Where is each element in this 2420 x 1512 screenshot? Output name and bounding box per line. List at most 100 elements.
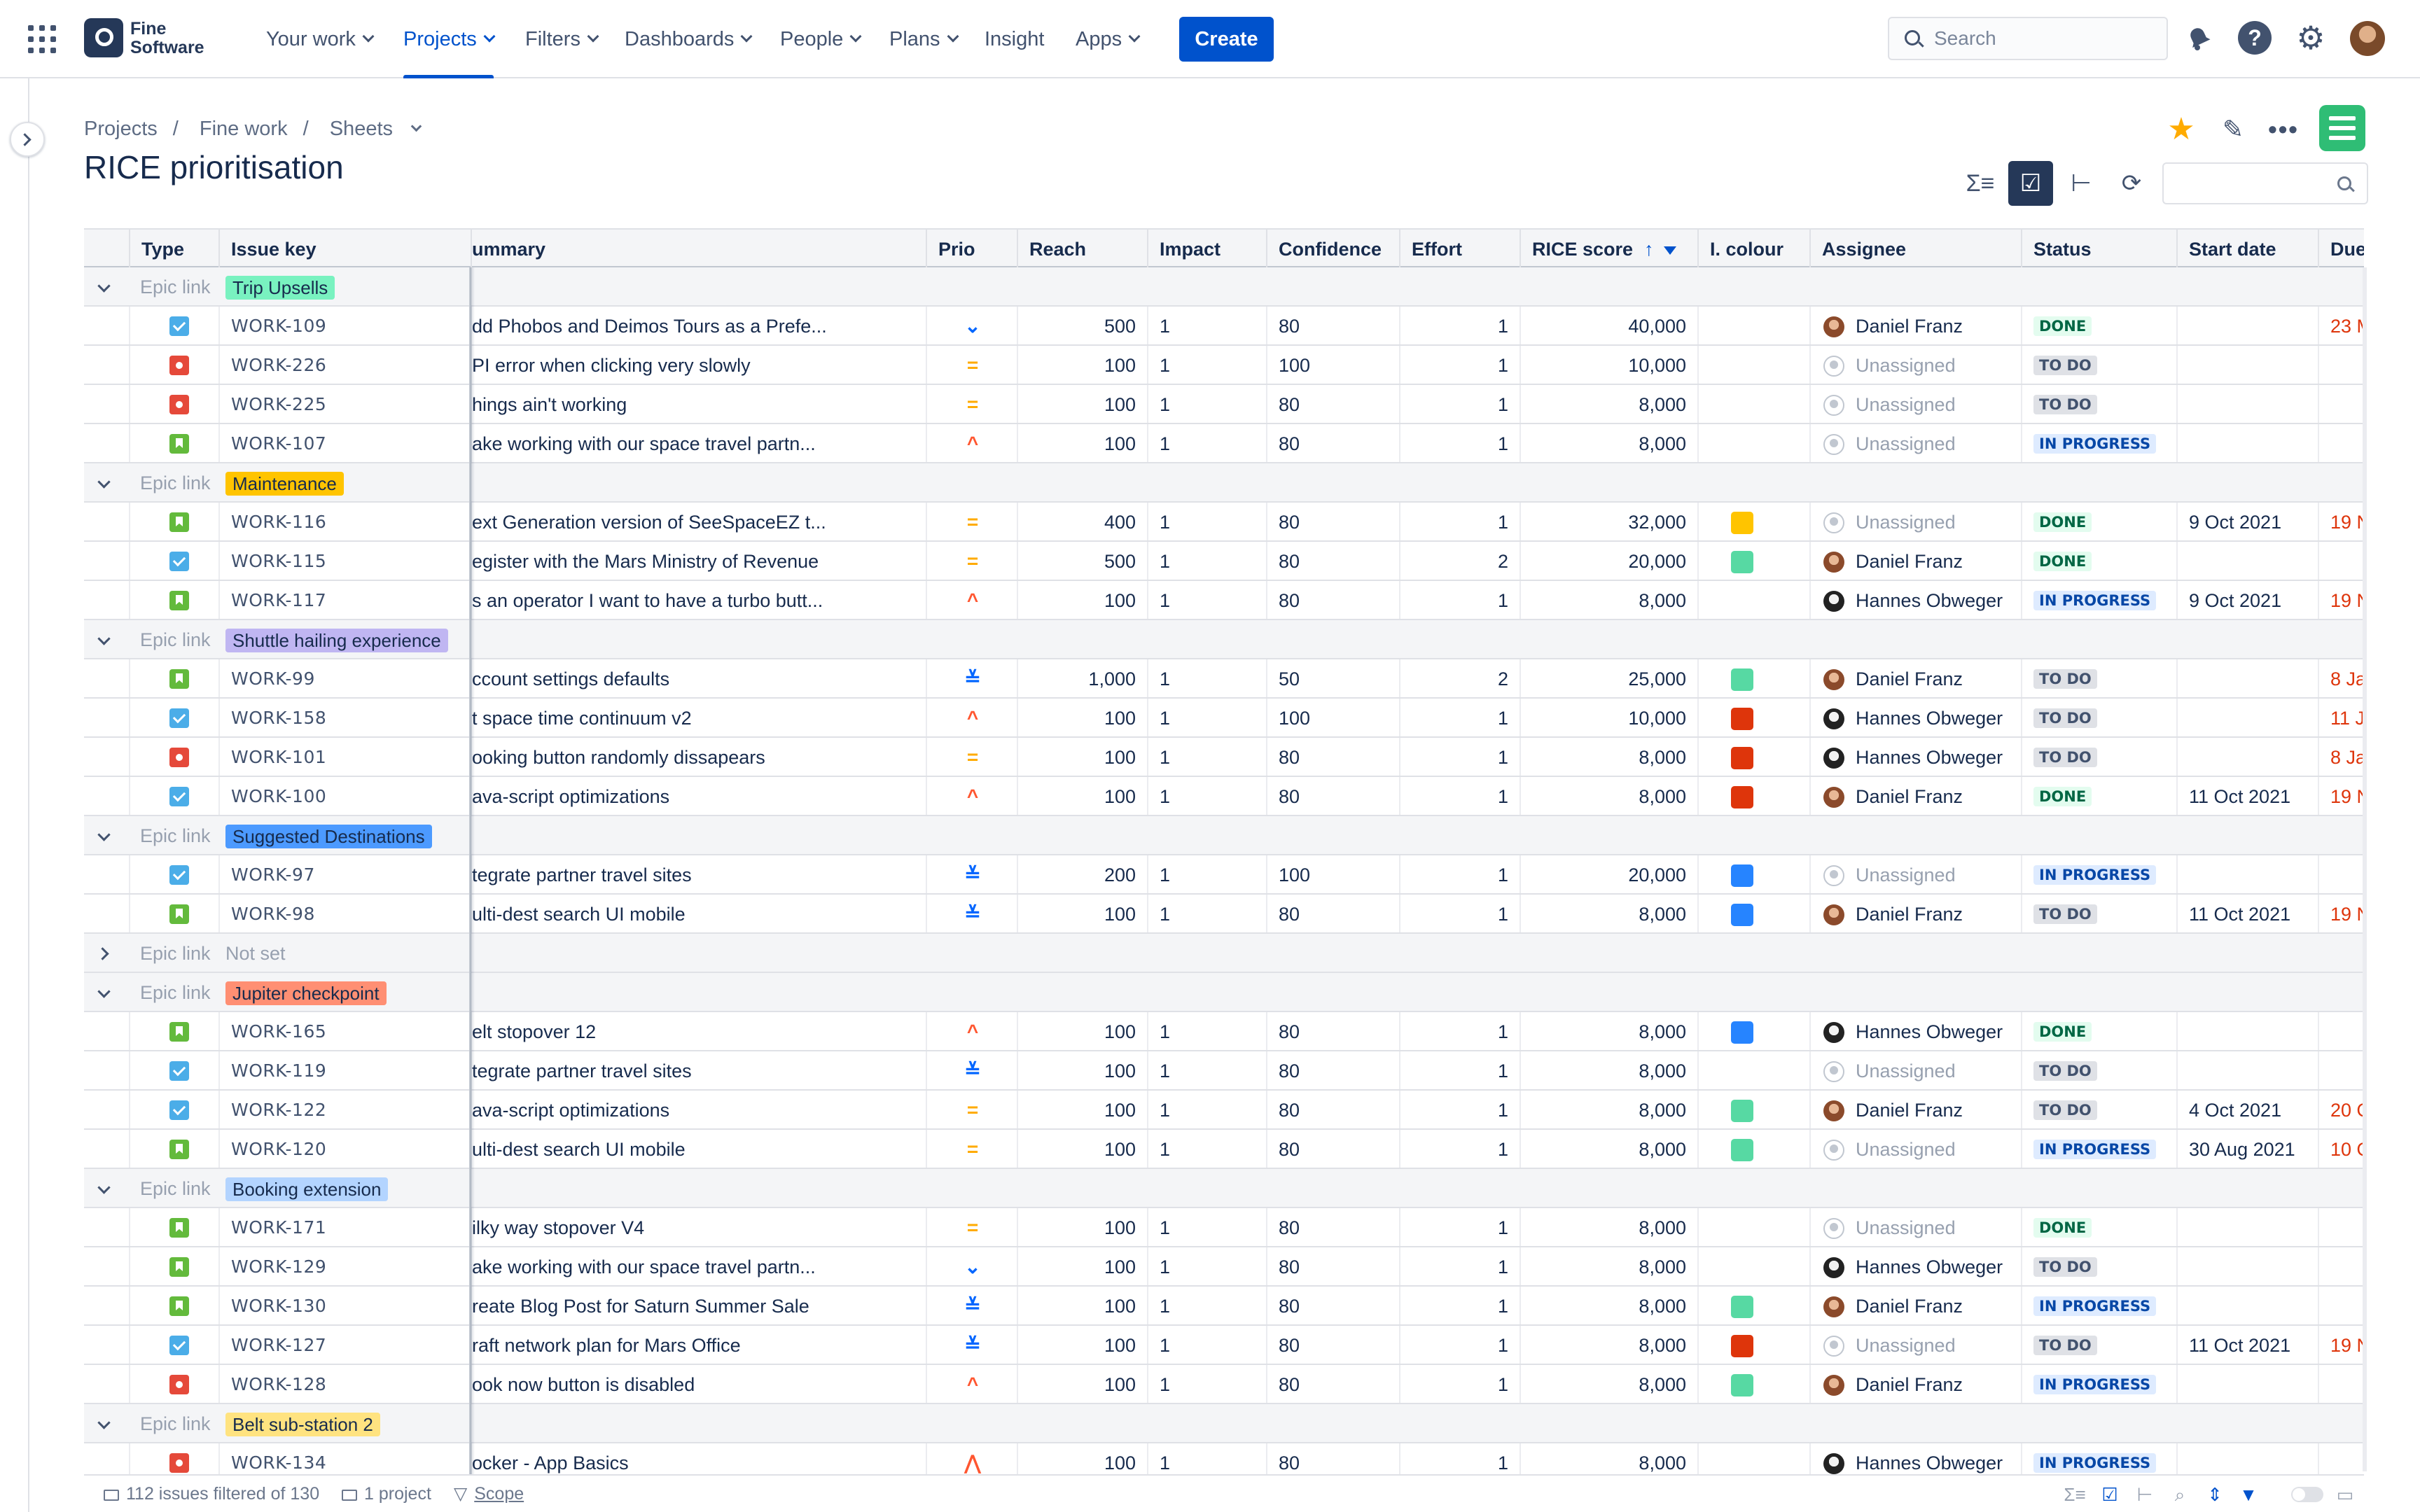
due-date-cell[interactable]: [2318, 1051, 2364, 1089]
table-row[interactable]: WORK-119 tegrate partner travel sites ≚ 100…: [84, 1051, 2364, 1091]
issue-colour-cell[interactable]: [1697, 1287, 1809, 1324]
column-header-status[interactable]: Status: [2021, 230, 2176, 267]
chevron-down-icon[interactable]: [97, 828, 111, 841]
start-date-cell[interactable]: [2176, 346, 2318, 384]
issue-key-link[interactable]: WORK-109: [218, 307, 471, 344]
sheets-app-icon[interactable]: [2319, 105, 2365, 151]
priority-cell[interactable]: =: [926, 1208, 1017, 1246]
create-button[interactable]: Create: [1179, 17, 1274, 62]
status-badge[interactable]: DONE: [2033, 1022, 2092, 1042]
summary-cell[interactable]: ocker - App Basics: [471, 1443, 926, 1474]
status-cell[interactable]: TO DO: [2021, 1091, 2176, 1128]
chevron-down-icon[interactable]: [97, 1181, 111, 1194]
grid-search-input[interactable]: [2162, 162, 2368, 204]
chevron-down-icon[interactable]: [97, 279, 111, 293]
reach-cell[interactable]: 100: [1017, 1326, 1147, 1364]
impact-cell[interactable]: 1: [1147, 1443, 1266, 1474]
effort-cell[interactable]: 1: [1399, 855, 1520, 893]
epic-group-row[interactable]: Epic link Not set: [84, 934, 2364, 973]
summary-cell[interactable]: ext Generation version of SeeSpaceEZ t..…: [471, 503, 926, 540]
issue-colour-cell[interactable]: [1697, 1247, 1809, 1285]
confidence-cell[interactable]: 80: [1266, 1365, 1399, 1403]
summary-cell[interactable]: hings ain't working: [471, 385, 926, 423]
start-date-cell[interactable]: [2176, 699, 2318, 736]
issue-key-link[interactable]: WORK-97: [218, 855, 471, 893]
confidence-cell[interactable]: 80: [1266, 1012, 1399, 1050]
impact-cell[interactable]: 1: [1147, 1365, 1266, 1403]
issue-colour-cell[interactable]: [1697, 855, 1809, 893]
reach-cell[interactable]: 100: [1017, 738, 1147, 776]
confidence-cell[interactable]: 80: [1266, 1287, 1399, 1324]
priority-cell[interactable]: ^: [926, 1012, 1017, 1050]
reach-cell[interactable]: 100: [1017, 424, 1147, 462]
epic-lozenge[interactable]: Suggested Destinations: [225, 825, 432, 848]
settings-gear-icon[interactable]: ⚙: [2296, 20, 2325, 56]
epic-group-row[interactable]: Epic link Suggested Destinations: [84, 816, 2364, 855]
due-date-cell[interactable]: 10 Oct 2021: [2318, 1130, 2364, 1168]
search-input[interactable]: Search: [1888, 17, 2168, 60]
epic-lozenge[interactable]: Trip Upsells: [225, 276, 335, 300]
assignee-cell[interactable]: Hannes Obweger: [1809, 699, 2021, 736]
chevron-down-icon[interactable]: [97, 985, 111, 998]
effort-cell[interactable]: 1: [1399, 503, 1520, 540]
vertical-scrollbar[interactable]: [2363, 267, 2367, 1471]
summary-cell[interactable]: t space time continuum v2: [471, 699, 926, 736]
priority-cell[interactable]: =: [926, 1130, 1017, 1168]
due-date-cell[interactable]: [2318, 542, 2364, 580]
status-cell[interactable]: DONE: [2021, 542, 2176, 580]
due-date-cell[interactable]: [2318, 346, 2364, 384]
due-date-cell[interactable]: 19 Nov 2021: [2318, 895, 2364, 932]
epic-lozenge[interactable]: Jupiter checkpoint: [225, 981, 387, 1005]
table-row[interactable]: WORK-134 ocker - App Basics ⋀ 100 1 80 1 8,000 H…: [84, 1443, 2364, 1474]
issue-key-link[interactable]: WORK-130: [218, 1287, 471, 1324]
summary-cell[interactable]: ulti-dest search UI mobile: [471, 1130, 926, 1168]
issue-key-link[interactable]: WORK-119: [218, 1051, 471, 1089]
scope-link[interactable]: ▽ Scope: [454, 1484, 524, 1504]
priority-cell[interactable]: =: [926, 346, 1017, 384]
issue-key-link[interactable]: WORK-116: [218, 503, 471, 540]
priority-cell[interactable]: =: [926, 542, 1017, 580]
assignee-cell[interactable]: Hannes Obweger: [1809, 1443, 2021, 1474]
due-date-cell[interactable]: [2318, 1012, 2364, 1050]
start-date-cell[interactable]: 11 Oct 2021: [2176, 895, 2318, 932]
notifications-bell-icon[interactable]: [2182, 21, 2216, 55]
start-date-cell[interactable]: 11 Oct 2021: [2176, 1326, 2318, 1364]
impact-cell[interactable]: 1: [1147, 777, 1266, 815]
help-icon[interactable]: ?: [2238, 21, 2272, 55]
status-badge[interactable]: TO DO: [2033, 1336, 2097, 1355]
confidence-cell[interactable]: 80: [1266, 1443, 1399, 1474]
issue-colour-cell[interactable]: [1697, 895, 1809, 932]
issue-colour-cell[interactable]: [1697, 738, 1809, 776]
status-cell[interactable]: IN PROGRESS: [2021, 1365, 2176, 1403]
table-row[interactable]: WORK-100 ava-script optimizations ^ 100 1 80 1…: [84, 777, 2364, 816]
table-row[interactable]: WORK-158 t space time continuum v2 ^ 100 1 10…: [84, 699, 2364, 738]
issue-key-link[interactable]: WORK-129: [218, 1247, 471, 1285]
table-row[interactable]: WORK-225 hings ain't working = 100 1 80 1 8,000…: [84, 385, 2364, 424]
sum-columns-icon[interactable]: Σ≡: [1966, 170, 1995, 197]
start-date-cell[interactable]: [2176, 659, 2318, 697]
priority-cell[interactable]: ≚: [926, 1287, 1017, 1324]
status-badge[interactable]: TO DO: [2033, 748, 2097, 767]
issue-key-link[interactable]: WORK-98: [218, 895, 471, 932]
status-badge[interactable]: IN PROGRESS: [2033, 591, 2157, 610]
table-row[interactable]: WORK-98 ulti-dest search UI mobile ≚ 100 1 80…: [84, 895, 2364, 934]
priority-cell[interactable]: ≚: [926, 1051, 1017, 1089]
column-header-issue-colour[interactable]: I. colour: [1697, 230, 1809, 267]
summary-cell[interactable]: ilky way stopover V4: [471, 1208, 926, 1246]
reach-cell[interactable]: 400: [1017, 503, 1147, 540]
effort-cell[interactable]: 1: [1399, 346, 1520, 384]
issue-key-link[interactable]: WORK-120: [218, 1130, 471, 1168]
table-row[interactable]: WORK-128 ook now button is disabled ^ 100 1 8…: [84, 1365, 2364, 1404]
impact-cell[interactable]: 1: [1147, 1012, 1266, 1050]
status-cell[interactable]: TO DO: [2021, 895, 2176, 932]
column-header-reach[interactable]: Reach: [1017, 230, 1147, 267]
issue-key-link[interactable]: WORK-226: [218, 346, 471, 384]
due-date-cell[interactable]: [2318, 1208, 2364, 1246]
effort-cell[interactable]: 1: [1399, 699, 1520, 736]
status-badge[interactable]: TO DO: [2033, 904, 2097, 924]
profile-avatar[interactable]: [2350, 21, 2385, 56]
status-badge[interactable]: DONE: [2033, 316, 2092, 336]
issue-key-link[interactable]: WORK-100: [218, 777, 471, 815]
table-row[interactable]: WORK-116 ext Generation version of SeeSpa…: [84, 503, 2364, 542]
chevron-down-icon[interactable]: [97, 632, 111, 645]
